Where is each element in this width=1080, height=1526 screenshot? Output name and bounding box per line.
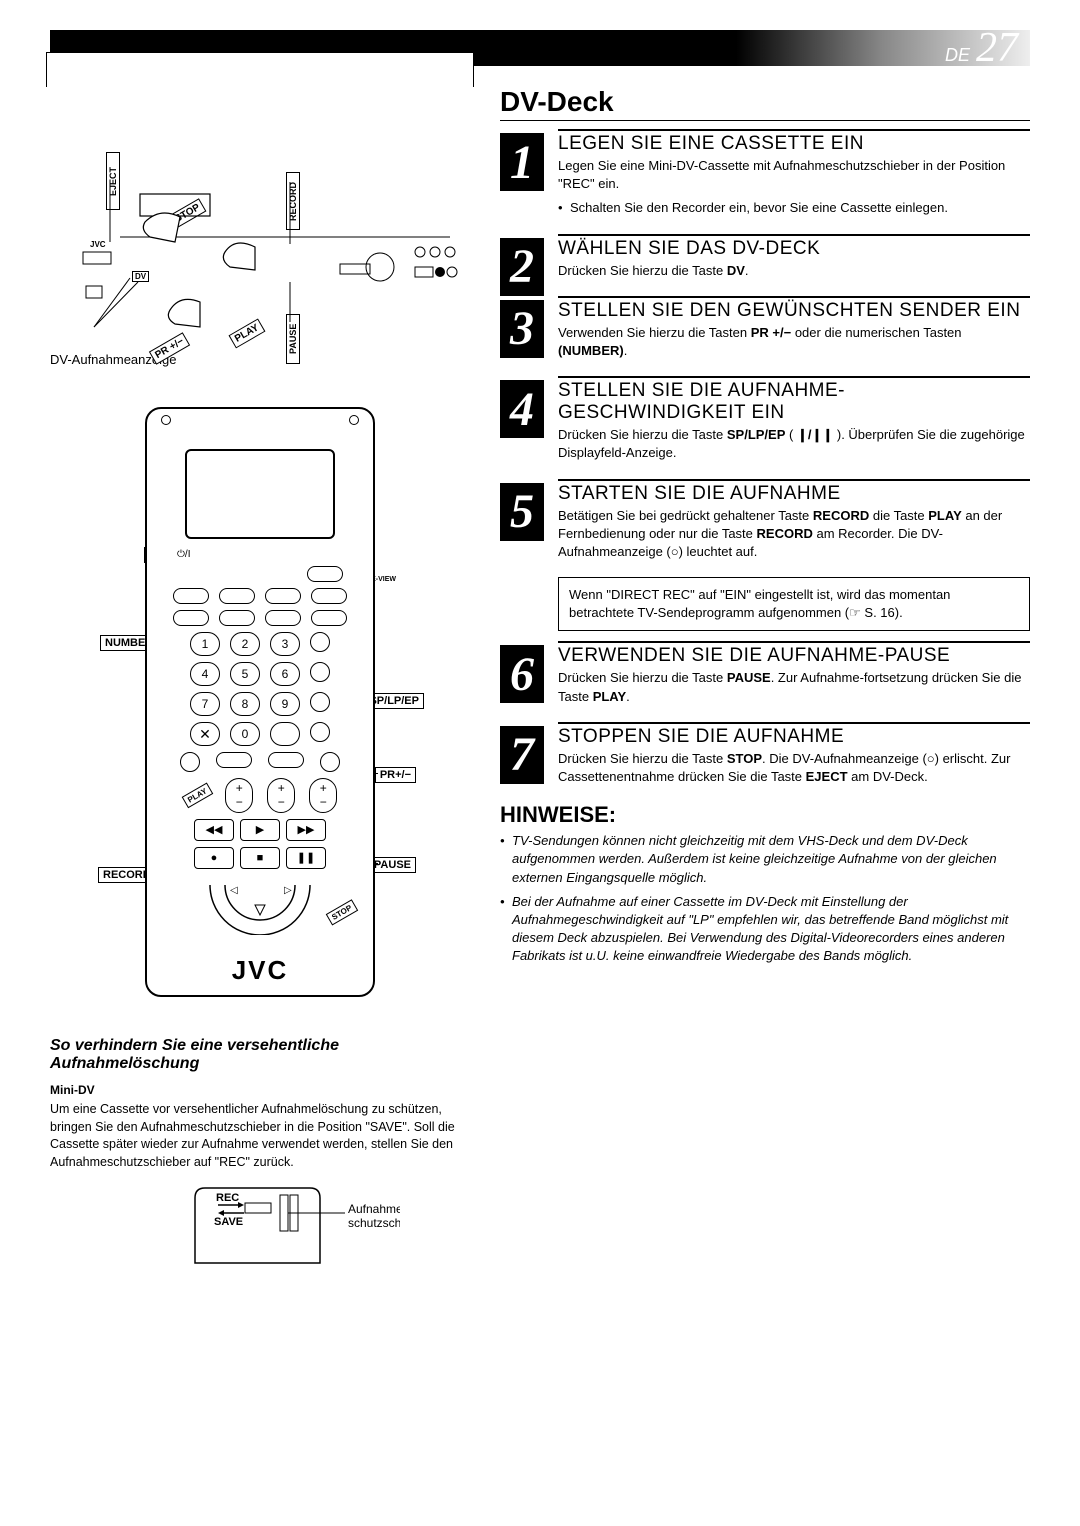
step-title-4: STELLEN SIE DIE AUFNAHME-GESCHWINDIGKEIT… (558, 376, 1030, 424)
num-8: 8 (230, 692, 260, 716)
note-box: Wenn "DIRECT REC" auf "EIN" eingestellt … (558, 577, 1030, 631)
remote-body: ⏻/I 1 2 3 (145, 407, 375, 997)
step-body-6: Drücken Sie hierzu die Taste PAUSE. Zur … (558, 669, 1030, 705)
num-6: 6 (270, 662, 300, 686)
page-number: DE 27 (945, 24, 1018, 72)
device-caption: DV-Aufnahmeanzeige (50, 352, 470, 367)
num-7: 7 (190, 692, 220, 716)
step-body-3: Verwenden Sie hierzu die Tasten PR +/− o… (558, 324, 1030, 360)
step-title-1: LEGEN SIE EINE CASSETTE EIN (558, 129, 1030, 155)
play-remote-label: PLAY (181, 783, 212, 809)
step-num-2: 2 (500, 238, 544, 296)
num-2: 2 (230, 632, 260, 656)
num-1: 1 (190, 632, 220, 656)
stop-remote-label: STOP (326, 899, 358, 925)
hinweise-title: HINWEISE: (500, 802, 1030, 828)
svg-text:▷: ▷ (284, 885, 292, 896)
prevention-sub: Mini-DV (50, 1083, 470, 1097)
hinweis-1: TV-Sendungen können nicht gleichzeitig m… (500, 832, 1030, 887)
num-0: 0 (230, 722, 260, 746)
step-num-1: 1 (500, 133, 544, 191)
step-num-7: 7 (500, 726, 544, 784)
step-title-5: STARTEN SIE DIE AUFNAHME (558, 479, 1030, 505)
right-column: DV-Deck 1 LEGEN SIE EINE CASSETTE EIN Le… (500, 86, 1030, 1293)
step-body-4: Drücken Sie hierzu die Taste SP/LP/EP ( … (558, 426, 1030, 462)
jvc-logo: JVC (147, 955, 373, 986)
svg-text:schutzschieber: schutzschieber (348, 1216, 400, 1230)
num-5: 5 (230, 662, 260, 686)
step-body-7: Drücken Sie hierzu die Taste STOP. Die D… (558, 750, 1030, 786)
hinweis-2: Bei der Aufnahme auf einer Cassette im D… (500, 893, 1030, 966)
device-diagram: EJECT RECORD PAUSE DV STOP PLAY PR +/− J… (50, 86, 470, 346)
step-3: 3 STELLEN SIE DEN GEWÜNSCHTEN SENDER EIN… (500, 296, 1030, 360)
step-num-5: 5 (500, 483, 544, 541)
step-7: 7 STOPPEN SIE DIE AUFNAHME Drücken Sie h… (500, 722, 1030, 786)
num-4: 4 (190, 662, 220, 686)
pr-callout: PR+/− (375, 767, 416, 783)
svg-text:◁: ◁ (230, 885, 238, 896)
svg-text:JVC: JVC (90, 240, 106, 249)
prevention-title: So verhindern Sie eine versehentliche Au… (50, 1037, 470, 1073)
lang-code: DE (945, 45, 970, 66)
page-no-value: 27 (976, 24, 1018, 72)
rec-text: REC (216, 1192, 239, 1204)
step-body-5: Betätigen Sie bei gedrückt gehaltener Ta… (558, 507, 1030, 562)
step-body-1: Legen Sie eine Mini-DV-Cassette mit Aufn… (558, 157, 1030, 193)
device-detail-svg: JVC (80, 182, 460, 332)
step-title-3: STELLEN SIE DEN GEWÜNSCHTEN SENDER EIN (558, 296, 1030, 322)
cassette-diagram: REC SAVE Aufnahme- schutzschieber (120, 1183, 400, 1293)
svg-text:Aufnahme-: Aufnahme- (348, 1202, 400, 1216)
step-title-2: WÄHLEN SIE DAS DV-DECK (558, 234, 1030, 260)
left-column: EJECT RECORD PAUSE DV STOP PLAY PR +/− J… (50, 86, 470, 1293)
step1-bullet: Schalten Sie den Recorder ein, bevor Sie… (558, 199, 1030, 217)
step-num-4: 4 (500, 380, 544, 438)
step-title-7: STOPPEN SIE DIE AUFNAHME (558, 722, 1030, 748)
prevention-text: Um eine Cassette vor versehentlicher Auf… (50, 1101, 470, 1171)
save-text: SAVE (214, 1216, 243, 1228)
step-1: 1 LEGEN SIE EINE CASSETTE EIN Legen Sie … (500, 129, 1030, 218)
num-9: 9 (270, 692, 300, 716)
step-num-3: 3 (500, 300, 544, 358)
step-2: 2 WÄHLEN SIE DAS DV-DECK Drücken Sie hie… (500, 234, 1030, 280)
step-6: 6 VERWENDEN SIE DIE AUFNAHME-PAUSE Drück… (500, 641, 1030, 705)
step-5: 5 STARTEN SIE DIE AUFNAHME Betätigen Sie… (500, 479, 1030, 562)
step-body-2: Drücken Sie hierzu die Taste DV. (558, 262, 1030, 280)
main-title: DV-Deck (500, 86, 1030, 121)
remote-diagram: DV NUMBER SP/LP/EP PR+/− PAUSE RECORD RE… (50, 407, 470, 997)
step-num-6: 6 (500, 645, 544, 703)
step-4: 4 STELLEN SIE DIE AUFNAHME-GESCHWINDIGKE… (500, 376, 1030, 462)
pause-callout: PAUSE (369, 857, 416, 873)
num-3: 3 (270, 632, 300, 656)
step-title-6: VERWENDEN SIE DIE AUFNAHME-PAUSE (558, 641, 1030, 667)
